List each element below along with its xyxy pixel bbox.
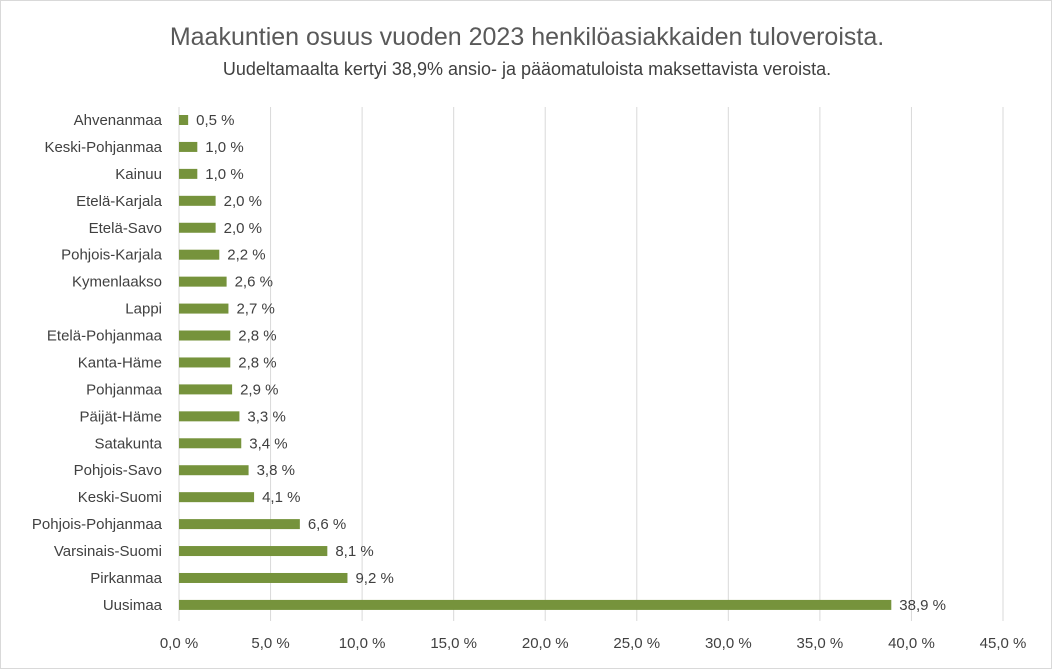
data-label: 0,5 % (196, 112, 234, 129)
bar-keski-suomi (179, 492, 255, 503)
data-label: 1,0 % (205, 166, 243, 183)
data-label: 8,1 % (335, 543, 373, 560)
data-label: 2,9 % (240, 381, 278, 398)
data-label: 3,3 % (247, 408, 285, 425)
bar-kanta-häme (179, 357, 231, 368)
category-label: Varsinais-Suomi (54, 543, 162, 560)
x-tick-label: 0,0 % (160, 635, 198, 652)
data-label: 9,2 % (355, 570, 393, 587)
chart-subtitle: Uudeltamaalta kertyi 38,9% ansio- ja pää… (222, 59, 832, 79)
bar-uusimaa (179, 599, 892, 610)
bar-pohjois-karjala (179, 249, 220, 260)
category-label: Etelä-Karjala (76, 193, 163, 210)
bars (179, 115, 892, 610)
category-label: Pohjois-Savo (74, 462, 162, 479)
data-label: 3,8 % (257, 462, 295, 479)
data-label: 2,7 % (236, 301, 274, 318)
bar-lappi (179, 303, 229, 314)
category-label: Uusimaa (103, 597, 163, 614)
data-label: 2,2 % (227, 247, 265, 264)
x-tick-label: 45,0 % (980, 635, 1027, 652)
category-label: Pohjois-Pohjanmaa (32, 516, 163, 533)
bar-pirkanmaa (179, 572, 348, 583)
category-label: Satakunta (94, 435, 162, 452)
bar-keski-pohjanmaa (179, 141, 198, 152)
data-label: 38,9 % (899, 597, 946, 614)
category-label: Pohjois-Karjala (61, 247, 163, 264)
bar-varsinais-suomi (179, 546, 328, 557)
data-labels: 0,5 % 1,0 % 1,0 % 2,0 % 2,0 % 2,2 % 2,6 % 2,7 %… (196, 112, 946, 614)
x-tick-label: 30,0 % (705, 635, 752, 652)
x-axis-ticks: 0,0 % 5,0 % 10,0 % 15,0 % 20,0 % 25,0 % 30,0 %… (160, 635, 1027, 652)
bar-ahvenanmaa (179, 115, 189, 125)
bar-etelä-pohjanmaa (179, 330, 231, 341)
bar-etelä-savo (179, 222, 216, 233)
data-label: 2,0 % (224, 193, 262, 210)
category-label: Päijät-Häme (79, 408, 162, 425)
bar-pohjanmaa (179, 384, 233, 395)
data-label: 6,6 % (308, 516, 346, 533)
data-label: 2,0 % (224, 220, 262, 237)
category-label: Pirkanmaa (90, 570, 162, 587)
bar-kainuu (179, 168, 198, 179)
data-label: 3,4 % (249, 435, 287, 452)
category-label: Lappi (125, 301, 162, 318)
category-label: Etelä-Savo (89, 220, 162, 237)
bar-etelä-karjala (179, 195, 216, 206)
category-label: Keski-Suomi (78, 489, 162, 506)
x-tick-label: 40,0 % (888, 635, 935, 652)
bar-pohjois-pohjanmaa (179, 519, 300, 530)
category-label: Ahvenanmaa (74, 112, 163, 129)
x-tick-label: 35,0 % (797, 635, 844, 652)
category-label: Kymenlaakso (72, 274, 162, 291)
x-tick-label: 25,0 % (613, 635, 660, 652)
category-label: Etelä-Pohjanmaa (47, 328, 163, 345)
bar-päijät-häme (179, 411, 240, 422)
category-label: Kainuu (115, 166, 162, 183)
gridlines (178, 107, 1004, 621)
category-label: Pohjanmaa (86, 381, 163, 398)
bar-satakunta (179, 438, 242, 449)
category-label: Kanta-Häme (78, 354, 162, 371)
bar-pohjois-savo (179, 465, 249, 476)
x-tick-label: 10,0 % (339, 635, 386, 652)
chart-title: Maakuntien osuus vuoden 2023 henkilöasia… (169, 23, 885, 51)
category-label: Keski-Pohjanmaa (44, 139, 162, 156)
x-tick-label: 5,0 % (251, 635, 289, 652)
data-label: 2,8 % (238, 328, 276, 345)
data-label: 1,0 % (205, 139, 243, 156)
category-labels: Ahvenanmaa Keski-Pohjanmaa Kainuu Etelä-Kar… (32, 112, 163, 614)
data-label: 4,1 % (262, 489, 300, 506)
x-tick-label: 15,0 % (430, 635, 477, 652)
data-label: 2,6 % (235, 274, 273, 291)
data-label: 2,8 % (238, 354, 276, 371)
x-tick-label: 20,0 % (522, 635, 569, 652)
bar-kymenlaakso (179, 276, 227, 287)
